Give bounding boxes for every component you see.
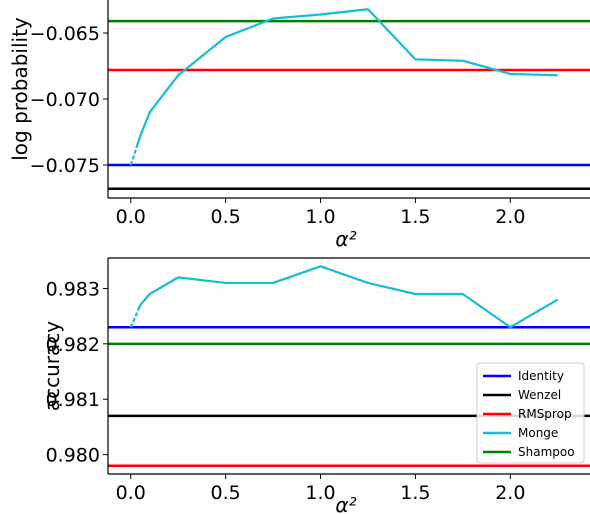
legend-entry-monge: Monge: [518, 426, 558, 440]
series-monge-line: [129, 8, 558, 166]
x-tick-label: 0.0: [116, 482, 146, 504]
y-axis-label: accuracy: [40, 321, 64, 411]
x-tick-label: 1.0: [305, 206, 335, 228]
y-tick-label: 0.981: [46, 389, 100, 411]
x-tick-label: 2.0: [495, 206, 525, 228]
chart-panel-1: 0.0 0.5 1.0 1.5 2.0 −0.065 −0.070 −0.075 α² log p…: [8, 0, 590, 251]
x-tick-label: 1.0: [305, 482, 335, 504]
y-tick-label: 0.980: [46, 445, 100, 467]
legend-box: [476, 362, 585, 464]
y-axis-label: log probability: [8, 17, 32, 161]
legend: Identity Wenzel RMSprop Monge Shampoo: [476, 362, 585, 464]
x-tick-label: 1.5: [400, 206, 430, 228]
series-group: [108, 265, 590, 467]
y-tick-label: −0.065: [30, 23, 100, 45]
y-tick-label: 0.982: [46, 334, 100, 356]
legend-entry-identity: Identity: [518, 369, 564, 383]
series-monge-line: [129, 265, 559, 329]
x-tick-label: 2.0: [495, 482, 525, 504]
x-axis-label: α²: [335, 493, 356, 514]
y-tick-label: −0.075: [30, 155, 100, 177]
x-tick-label: 1.5: [400, 482, 430, 504]
y-tick-label: 0.983: [46, 278, 100, 300]
series-group: [108, 8, 590, 191]
legend-entry-rmsprop: RMSprop: [518, 407, 572, 421]
x-tick-label: 0.0: [116, 206, 146, 228]
chart-panel-2: 0.0 0.5 1.0 1.5 2.0 0.983 0.982 0.981 0.980 α² acc…: [40, 257, 590, 514]
x-tick-label: 0.5: [211, 206, 241, 228]
y-tick-label: −0.070: [30, 89, 100, 111]
legend-entry-wenzel: Wenzel: [518, 388, 561, 402]
legend-entry-shampoo: Shampoo: [518, 445, 575, 459]
x-tick-label: 0.5: [211, 482, 241, 504]
x-axis-label: α²: [335, 227, 356, 251]
